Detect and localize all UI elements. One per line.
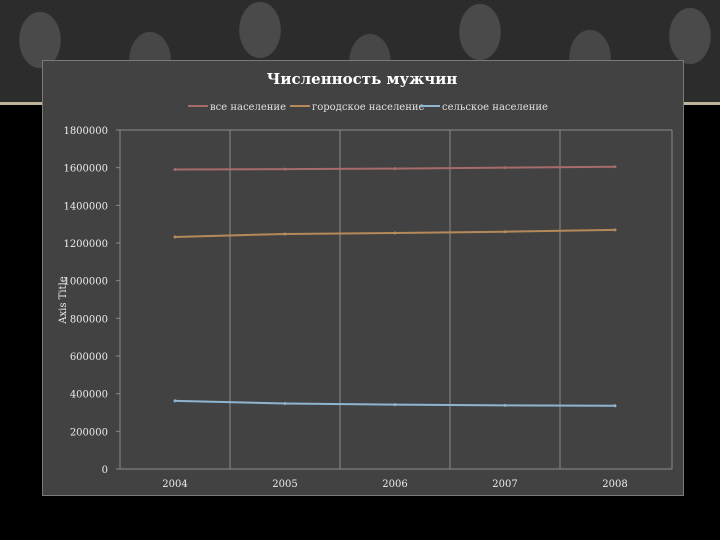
data-point: [173, 399, 177, 403]
y-axis-title: Axis Title: [58, 276, 69, 324]
data-point: [283, 167, 287, 171]
data-point: [283, 232, 287, 236]
data-point: [503, 403, 507, 407]
y-tick-label: 200000: [70, 427, 108, 438]
x-tick-label: 2008: [602, 479, 627, 490]
y-tick-label: 600000: [70, 352, 108, 363]
data-point: [613, 165, 617, 169]
data-point: [503, 166, 507, 170]
x-tick-label: 2004: [162, 479, 187, 490]
y-tick-label: 1400000: [63, 201, 108, 212]
data-point: [173, 168, 177, 172]
legend-label: сельское население: [442, 102, 548, 113]
data-point: [173, 235, 177, 239]
x-axis-ticks: 2004 2005 2006 2007 2008: [162, 479, 627, 490]
data-point: [283, 401, 287, 405]
gridlines: [119, 129, 673, 470]
chart-title: Численность мужчин: [267, 70, 458, 88]
y-tick-label: 1000000: [63, 277, 108, 288]
y-tick-label: 1600000: [63, 164, 108, 175]
x-tick-label: 2005: [272, 479, 297, 490]
x-tick-label: 2007: [492, 479, 517, 490]
y-tick-label: 800000: [70, 314, 108, 325]
legend: все население городское население сельское…: [188, 102, 548, 113]
data-point: [393, 403, 397, 407]
y-tick-label: 1200000: [63, 239, 108, 250]
y-axis-ticks: 0 200000 400000 600000 800000 1000000 1200000 1…: [63, 126, 120, 476]
chart-area: [42, 60, 684, 496]
legend-label: городское население: [312, 102, 425, 113]
y-tick-label: 400000: [70, 390, 108, 401]
series-lines: [173, 165, 617, 408]
x-tick-label: 2006: [382, 479, 407, 490]
data-point: [613, 228, 617, 232]
data-point: [613, 404, 617, 408]
data-point: [393, 167, 397, 171]
y-tick-label: 1800000: [63, 126, 108, 137]
data-point: [393, 231, 397, 235]
data-point: [503, 230, 507, 234]
y-tick-label: 0: [102, 465, 108, 476]
legend-label: все население: [210, 102, 286, 113]
